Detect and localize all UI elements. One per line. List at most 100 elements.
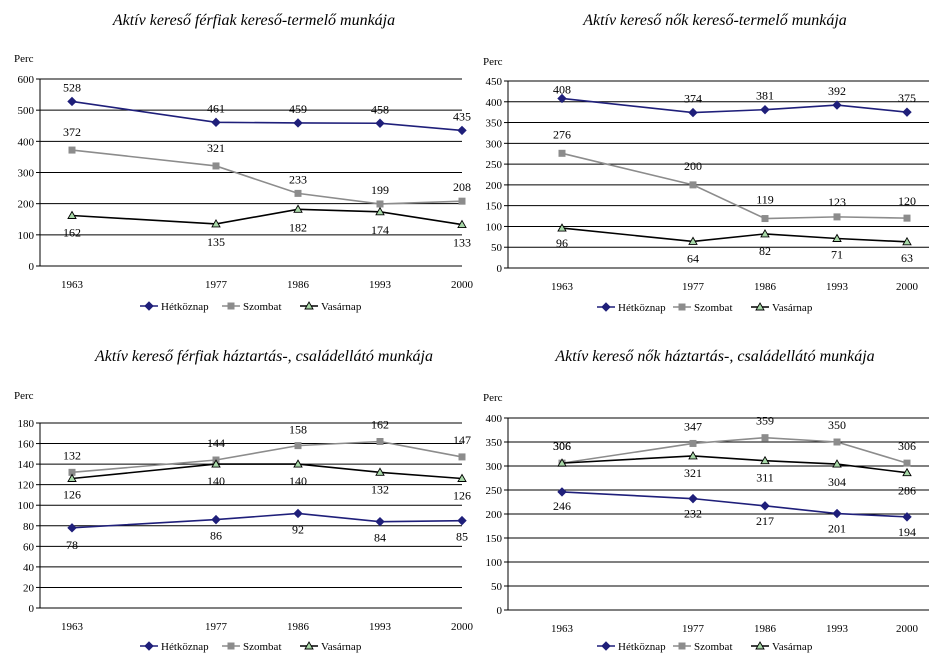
data-point-Vasárnap	[557, 223, 567, 232]
y-tick-label: 50	[491, 242, 503, 254]
legend-label: Hétköznap	[161, 301, 209, 313]
legend-label: Hétköznap	[618, 302, 666, 314]
y-tick-label: 600	[18, 74, 35, 86]
series-line-Szombat	[561, 152, 908, 220]
data-label: 233	[289, 172, 307, 186]
series-line-Vasárnap	[71, 463, 463, 480]
legend-marker-Hétköznap	[144, 641, 154, 651]
data-point-Vasárnap	[832, 459, 842, 468]
chart-2-svg: Aktív kereső nők kereső-termelő munkája P…	[483, 12, 929, 314]
x-tick-label: 1977	[682, 623, 705, 635]
legend-label: Szombat	[243, 641, 282, 653]
data-point-Vasárnap	[902, 236, 912, 246]
x-tick-label: 1986	[754, 281, 777, 293]
legend-marker-Szombat	[678, 303, 686, 311]
y-tick-label: 100	[486, 221, 503, 233]
data-point-Hétköznap	[688, 107, 698, 118]
data-point-Szombat	[903, 459, 911, 467]
data-label: 123	[828, 195, 846, 209]
data-point-Hétköznap	[760, 501, 770, 511]
data-point-Vasárnap	[688, 451, 698, 460]
chart-panel-2: Aktív kereső nők kereső-termelő munkája P…	[467, 0, 934, 327]
y-tick-label: 80	[23, 521, 35, 533]
x-tick-label: 1963	[551, 623, 574, 635]
x-tick-label: 2000	[451, 621, 474, 633]
legend-label: Vasárnap	[321, 641, 362, 653]
series-line-Vasárnap	[71, 208, 463, 226]
chart-panel-3: Aktív kereső férfiak háztartás-, családe…	[0, 327, 474, 655]
data-point-Hétköznap	[67, 523, 77, 533]
data-label: 321	[684, 466, 702, 480]
chart-1-svg: Aktív kereső férfiak kereső-termelő munk…	[14, 12, 474, 313]
data-point-Vasárnap	[375, 467, 385, 476]
x-tick-label: 1977	[682, 281, 705, 293]
legend-marker-Vasárnap	[304, 641, 314, 650]
data-point-Szombat	[903, 214, 911, 222]
data-point-Vasárnap	[457, 473, 467, 482]
data-label: 321	[207, 141, 225, 155]
data-label: 147	[453, 433, 471, 447]
chart-title: Aktív kereső férfiak háztartás-, családe…	[94, 348, 433, 365]
x-tick-label: 1993	[826, 623, 849, 635]
data-label: 306	[553, 439, 571, 453]
legend-marker-Szombat	[227, 642, 235, 650]
x-tick-label: 2000	[896, 281, 919, 293]
y-tick-label: 60	[23, 541, 35, 553]
x-tick-label: 2000	[451, 279, 474, 291]
y-tick-label: 450	[486, 76, 503, 88]
y-tick-label: 100	[18, 500, 35, 512]
data-label: 199	[371, 183, 389, 197]
x-tick-label: 1986	[287, 279, 310, 291]
data-label: 132	[371, 482, 389, 496]
legend-marker-Hétköznap	[601, 641, 611, 651]
data-point-Hétköznap	[760, 104, 770, 115]
data-point-Vasárnap	[375, 206, 385, 216]
chart-title: Aktív kereső nők háztartás-, családellát…	[554, 348, 874, 365]
y-tick-label: 120	[18, 480, 35, 492]
series-line-Szombat	[71, 149, 463, 205]
data-label: 92	[292, 522, 304, 536]
legend-label: Hétköznap	[618, 641, 666, 653]
data-point-Szombat	[458, 197, 466, 205]
y-tick-label: 20	[23, 582, 35, 594]
data-point-Szombat	[761, 215, 769, 223]
y-tick-label: 400	[486, 97, 503, 109]
legend-marker-Vasárnap	[755, 641, 765, 650]
x-tick-label: 2000	[896, 623, 919, 635]
data-label: 64	[687, 251, 699, 265]
data-label: 158	[289, 423, 307, 437]
data-point-Vasárnap	[67, 473, 77, 482]
data-label: 276	[553, 127, 571, 141]
data-point-Vasárnap	[832, 233, 842, 242]
x-tick-label: 1977	[205, 621, 228, 633]
y-tick-label: 250	[486, 159, 503, 171]
y-tick-label: 0	[497, 605, 503, 617]
data-point-Hétköznap	[211, 514, 221, 525]
y-axis-label: Perc	[14, 390, 34, 402]
y-tick-label: 300	[486, 138, 503, 150]
data-point-Vasárnap	[457, 219, 467, 228]
y-tick-label: 140	[18, 459, 35, 471]
data-label: 246	[553, 499, 571, 513]
data-label: 126	[63, 488, 81, 502]
data-point-Szombat	[294, 189, 302, 197]
data-point-Szombat	[376, 200, 384, 208]
chart-title: Aktív kereső férfiak kereső-termelő munk…	[112, 12, 395, 29]
data-point-Hétköznap	[832, 508, 842, 519]
data-label: 182	[289, 220, 307, 234]
data-point-Hétköznap	[457, 515, 467, 526]
chart-4-svg: Aktív kereső nők háztartás-, családellát…	[483, 348, 929, 653]
legend-label: Vasárnap	[772, 641, 813, 653]
data-point-Szombat	[376, 438, 384, 445]
series-line-Vasárnap	[561, 227, 908, 243]
data-label: 381	[756, 89, 774, 103]
data-point-Vasárnap	[293, 204, 303, 213]
data-label: 347	[684, 419, 702, 433]
data-label: 194	[898, 525, 916, 539]
y-axis-label: Perc	[483, 56, 503, 68]
y-tick-label: 250	[486, 485, 503, 497]
legend-label: Hétköznap	[161, 641, 209, 653]
data-point-Hétköznap	[211, 117, 221, 128]
data-label: 232	[684, 507, 702, 521]
data-label: 372	[63, 125, 81, 139]
